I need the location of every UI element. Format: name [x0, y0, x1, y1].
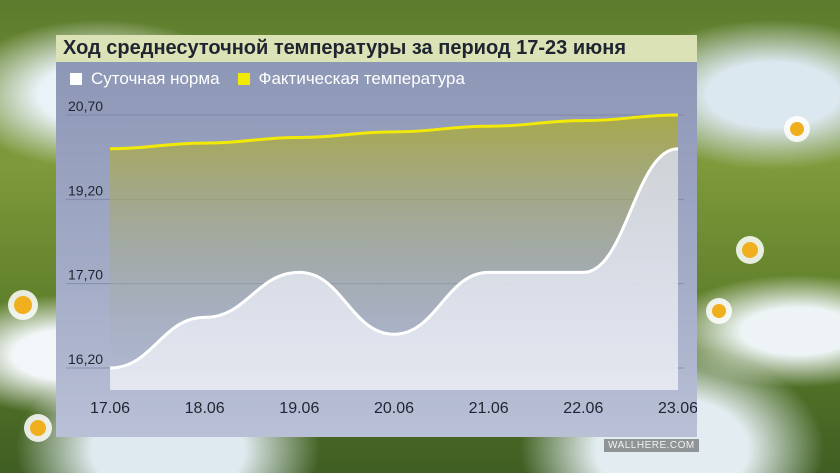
x-tick-label: 21.06: [469, 400, 509, 417]
y-tick-label: 17,70: [68, 267, 103, 283]
background-flower: [30, 420, 46, 436]
data-point-actual: [393, 130, 396, 133]
data-point-norm: [109, 367, 112, 370]
series-line-norm: [109, 147, 679, 370]
y-tick-label: 16,20: [68, 351, 103, 367]
y-tick-label: 19,20: [68, 182, 103, 198]
data-point-actual: [677, 114, 680, 117]
background-flower: [14, 296, 32, 314]
chart-title: Ход среднесуточной температуры за период…: [63, 37, 626, 59]
background-flower: [790, 122, 804, 136]
legend-swatch-actual: [237, 73, 250, 85]
data-point-norm: [203, 316, 206, 319]
data-point-actual: [109, 147, 112, 150]
series-line-actual: [109, 113, 679, 151]
data-point-actual: [203, 142, 206, 145]
watermark: WALLHERE.COM: [604, 439, 699, 452]
x-tick-label: 20.06: [374, 400, 414, 417]
chart-title-bar: Ход среднесуточной температуры за период…: [56, 35, 697, 62]
legend-item-norm: Суточная норма: [70, 69, 220, 89]
x-tick-label: 22.06: [563, 400, 603, 417]
data-point-norm: [393, 333, 396, 336]
legend-label-norm: Суточная норма: [91, 69, 220, 88]
data-point-norm: [582, 271, 585, 274]
data-point-actual: [487, 125, 490, 128]
legend-swatch-norm: [70, 73, 82, 85]
x-tick-label: 17.06: [90, 400, 130, 417]
background-flower: [742, 242, 758, 258]
data-point-norm: [677, 147, 680, 150]
data-point-actual: [582, 119, 585, 122]
legend-label-actual: Фактическая температура: [258, 69, 465, 88]
background-flower: [712, 304, 726, 318]
x-tick-label: 23.06: [658, 400, 697, 417]
chart-legend: Суточная норма Фактическая температура: [70, 69, 483, 89]
line-chart: 16,20 17,70 19,20 20,70 17.06 18.06 19.06 20.06…: [66, 98, 697, 417]
legend-item-actual: Фактическая температура: [237, 69, 465, 89]
data-point-norm: [487, 271, 490, 274]
series-area-norm: [110, 148, 678, 390]
data-point-actual: [298, 136, 301, 139]
chart-panel: Суточная норма Фактическая температура 1…: [56, 62, 697, 437]
y-tick-label: 20,70: [68, 98, 103, 114]
x-tick-label: 19.06: [279, 400, 319, 417]
x-tick-label: 18.06: [185, 400, 225, 417]
data-point-norm: [298, 271, 301, 274]
